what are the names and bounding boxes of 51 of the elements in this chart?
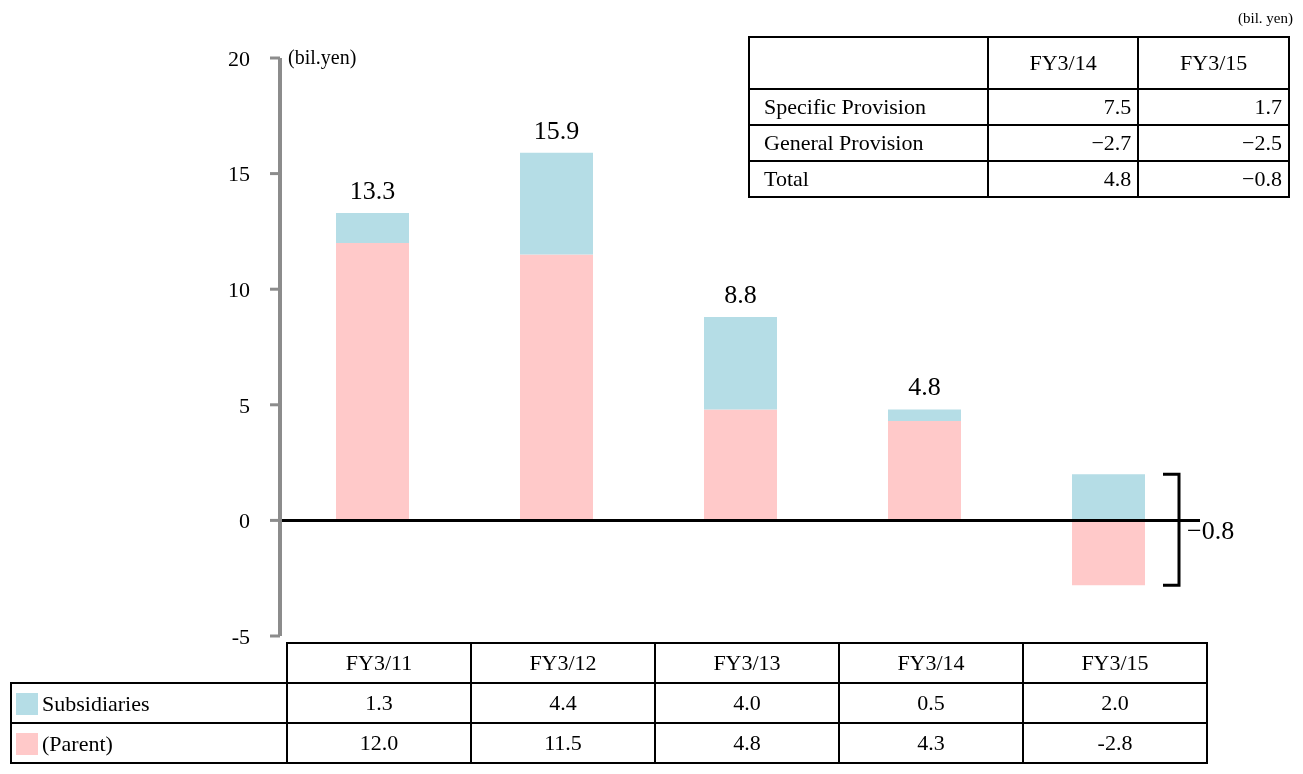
y-tick-label: 0 [239, 508, 250, 534]
total-label: −0.8 [1187, 515, 1235, 545]
x-tick-label: FY3/15 [1023, 643, 1207, 683]
bar [704, 409, 777, 521]
text: 1.7 [1254, 94, 1282, 119]
data-label: 4.8 [655, 723, 839, 763]
bar [336, 242, 409, 521]
category-label: FY3/15 [1138, 37, 1289, 89]
category-label: Total [764, 166, 809, 191]
category-label: FY3/14 [987, 37, 1139, 89]
text: 7.5 [1103, 94, 1132, 119]
bar [1072, 520, 1145, 586]
data-label: 4.4 [471, 683, 655, 723]
data-label: -2.8 [1023, 723, 1207, 763]
total-label: 8.8 [724, 279, 757, 309]
bar [520, 152, 593, 255]
data-label: 4.3 [839, 723, 1023, 763]
bar [888, 409, 961, 421]
category-label: Specific Provision [764, 94, 926, 119]
category-label: General Provision [764, 130, 924, 155]
total-label: 13.3 [349, 175, 396, 205]
text: −2.5 [1242, 130, 1282, 155]
bar [1072, 474, 1145, 521]
data-label: 1.3 [287, 683, 471, 723]
y-tick-label: 10 [228, 277, 250, 303]
legend-label: Subsidiaries [42, 690, 150, 716]
bar [888, 420, 961, 521]
y-tick-label: 15 [228, 161, 250, 187]
data-label: 4.0 [655, 683, 839, 723]
y-tick-label: -5 [231, 623, 250, 649]
x-tick-label: FY3/11 [287, 643, 471, 683]
data-label: 0.5 [839, 683, 1023, 723]
total-label: 15.9 [533, 115, 580, 145]
y-tick-label: 20 [228, 45, 250, 71]
bar [520, 254, 593, 521]
data-label: 11.5 [471, 723, 655, 763]
total-label: 4.8 [908, 372, 941, 402]
y-tick-label: 5 [239, 392, 250, 418]
text: 4.8 [1103, 166, 1132, 191]
y-axis-title: (bil.yen) [288, 46, 357, 69]
legend-label: (Parent) [42, 730, 113, 756]
x-tick-label: FY3/12 [471, 643, 655, 683]
bar [336, 212, 409, 243]
bar [704, 316, 777, 410]
x-tick-label: FY3/13 [655, 643, 839, 683]
text: −2.7 [1091, 130, 1132, 155]
text: (bil. yen) [1237, 10, 1293, 28]
text: −0.8 [1242, 166, 1282, 191]
x-tick-label: FY3/14 [839, 643, 1023, 683]
data-label: 2.0 [1023, 683, 1207, 723]
data-label: 12.0 [287, 723, 471, 763]
